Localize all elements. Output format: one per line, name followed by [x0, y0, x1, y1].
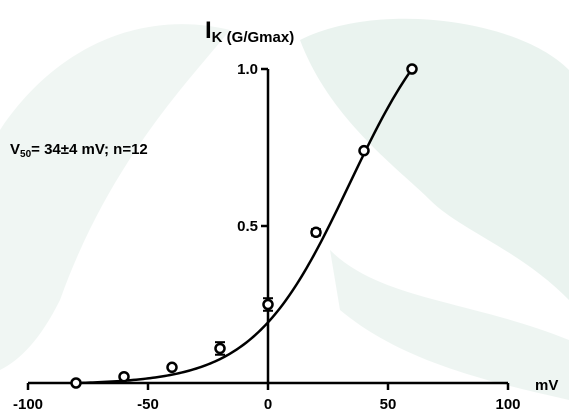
- data-point: [358, 144, 370, 157]
- x-tick-label: -100: [13, 396, 43, 413]
- data-point: [262, 298, 274, 311]
- data-point: [166, 361, 178, 374]
- x-axis-label: mV: [535, 377, 558, 394]
- data-point: [118, 370, 130, 383]
- v50-text: = 34±4 mV; n=12: [31, 141, 148, 158]
- data-point: [406, 63, 418, 75]
- data-points: [70, 63, 418, 389]
- x-tick-label: 0: [264, 396, 272, 413]
- y-axis-label: IK (G/Gmax): [205, 17, 294, 46]
- v50-prefix: V: [10, 141, 21, 158]
- y-tick-label: 1.0: [237, 61, 258, 78]
- v50-subscript: 50: [20, 149, 32, 160]
- x-tick-label: -50: [137, 396, 159, 413]
- background-leaf-right: [300, 18, 569, 300]
- background-watermark: [0, 18, 569, 400]
- background-leaf-left: [0, 24, 230, 370]
- data-point: [70, 377, 82, 389]
- x-tick-label: 50: [380, 396, 397, 413]
- y-axis-label-sub: K (G/Gmax): [212, 29, 295, 46]
- background-leaf-bottom: [330, 250, 569, 400]
- data-point: [214, 342, 226, 355]
- data-point: [310, 226, 322, 239]
- x-tick-label: 100: [495, 396, 520, 413]
- axes: -100 -50 0 50 100 0.5 1.0: [13, 61, 521, 413]
- fit-curve: [75, 68, 414, 385]
- y-axis-label-main: I: [205, 17, 212, 44]
- v50-annotation: V50= 34±4 mV; n=12: [10, 141, 148, 160]
- y-tick-label: 0.5: [237, 218, 258, 235]
